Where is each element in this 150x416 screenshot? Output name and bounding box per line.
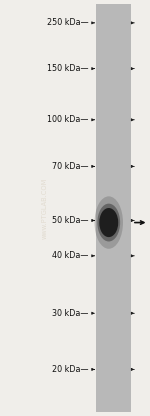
Ellipse shape xyxy=(97,203,120,241)
Text: 100 kDa—: 100 kDa— xyxy=(47,115,88,124)
Text: 250 kDa—: 250 kDa— xyxy=(47,18,88,27)
Text: 20 kDa—: 20 kDa— xyxy=(52,365,88,374)
Text: 50 kDa—: 50 kDa— xyxy=(52,216,88,225)
Ellipse shape xyxy=(94,196,123,249)
Text: 40 kDa—: 40 kDa— xyxy=(52,251,88,260)
Bar xyxy=(96,4,130,412)
Text: www.PTGLAB.COM: www.PTGLAB.COM xyxy=(42,177,48,239)
Text: 30 kDa—: 30 kDa— xyxy=(52,309,88,318)
Text: 150 kDa—: 150 kDa— xyxy=(47,64,88,73)
Text: 70 kDa—: 70 kDa— xyxy=(52,162,88,171)
Ellipse shape xyxy=(99,208,118,237)
